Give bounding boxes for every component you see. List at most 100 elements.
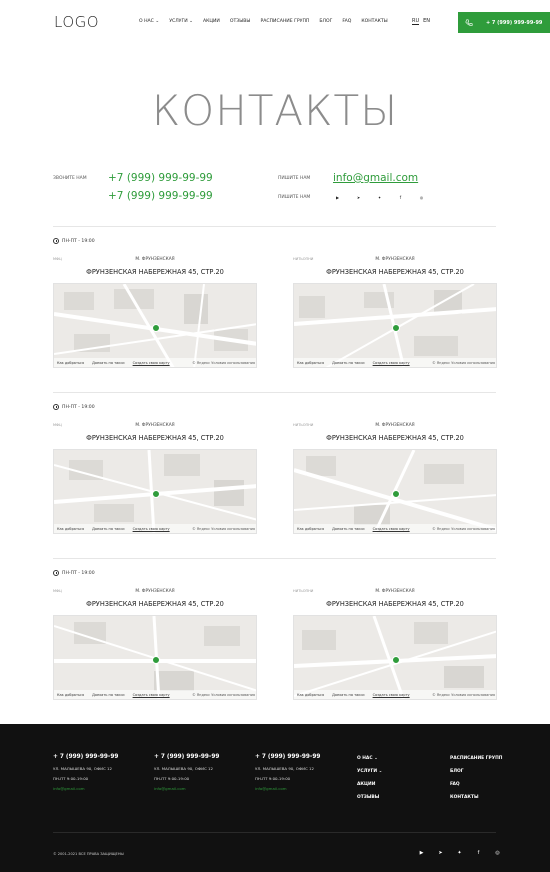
contact-email[interactable]: info@gmail.com [333,172,419,184]
instagram-icon[interactable]: ◎ [419,195,424,200]
map-image [294,284,496,367]
nav-item-reviews[interactable]: ОТЗЫВЫ [229,19,251,24]
youtube-icon[interactable]: ▶ [335,195,340,200]
map-toolbar: Как добраться Доехать на такси Создать с… [54,690,256,699]
twitter-icon[interactable]: ✦ [377,195,382,200]
office-map[interactable]: Как добраться Доехать на такси Создать с… [293,449,497,534]
footer-nav-reviews[interactable]: ОТЗЫВЫ [357,795,380,800]
nav-item-blog[interactable]: БЛОГ [319,19,333,24]
call-button-label: + 7 (999) 999-99-99 [486,19,543,26]
footer-nav-faq[interactable]: FAQ [450,782,460,787]
telegram-icon[interactable]: ➤ [438,850,443,856]
map-toolbar: Как добраться Доехать на такси Создать с… [294,524,496,533]
map-route-link[interactable]: Как добраться [57,360,85,365]
footer-hours: ПН-ПТ 9:00-19:00 [255,776,291,781]
clock-icon [53,404,59,410]
footer-address: УЛ. МАЛЫШЕВА 90, ОФИС 12 [154,766,213,771]
footer-email[interactable]: info@gmail.com [154,786,186,791]
map-route-link[interactable]: Как добраться [57,526,85,531]
lang-ru[interactable]: RU [412,18,420,25]
facebook-icon[interactable]: f [477,850,480,856]
map-taxi-link[interactable]: Доехать на такси [332,692,365,697]
page-title: КОНТАКТЫ [151,86,399,135]
footer-nav-promotions[interactable]: АКЦИИ [357,782,376,787]
divider [53,558,496,559]
office-hours: ПН-ПТ - 19:00 [53,404,95,410]
footer-phone[interactable]: + 7 (999) 999-99-99 [154,754,220,760]
office-map[interactable]: Как добраться Доехать на такси Создать с… [293,283,497,368]
map-taxi-link[interactable]: Доехать на такси [92,526,125,531]
map-create-link[interactable]: Создать свою карту [132,526,170,531]
footer: + 7 (999) 999-99-99 УЛ. МАЛЫШЕВА 90, ОФИ… [0,724,550,872]
call-us-label: ЗВОНИТЕ НАМ [53,176,87,181]
map-route-link[interactable]: Как добраться [57,692,85,697]
map-image [294,450,496,533]
footer-phone[interactable]: + 7 (999) 999-99-99 [255,754,321,760]
footer-email[interactable]: info@gmail.com [53,786,85,791]
footer-email[interactable]: info@gmail.com [255,786,287,791]
map-taxi-link[interactable]: Доехать на такси [332,360,365,365]
office-tag: НИТЬОПНИ [293,589,314,593]
instagram-icon[interactable]: ◎ [495,850,500,856]
nav-item-about[interactable]: О НАС ⌄ [139,19,160,24]
footer-divider [53,832,496,833]
phone-icon [465,18,473,26]
map-create-link[interactable]: Создать свою карту [372,526,410,531]
map-copyright: © Яндекс Условия использования [192,692,255,697]
contact-phone-1[interactable]: +7 (999) 999-99-99 [108,172,213,184]
logo[interactable]: LOGO [54,13,100,31]
nav-item-contacts[interactable]: КОНТАКТЫ [361,19,388,24]
office-tag: МФЦ [53,423,62,427]
map-route-link[interactable]: Как добраться [297,360,325,365]
footer-nav-about[interactable]: О НАС ⌄ [357,756,378,761]
social-links: ▶ ➤ ✦ f ◎ [333,193,426,202]
map-create-link[interactable]: Создать свою карту [132,360,170,365]
telegram-icon[interactable]: ➤ [356,195,361,200]
language-switcher: RU EN [412,18,430,25]
office-tag: НИТЬОПНИ [293,423,314,427]
office-address: ФРУНЗЕНСКАЯ НАБЕРЕЖНАЯ 45, СТР.20 [326,434,464,442]
twitter-icon[interactable]: ✦ [457,850,462,856]
map-taxi-link[interactable]: Доехать на такси [332,526,365,531]
footer-nav-schedule[interactable]: РАСПИСАНИЕ ГРУПП [450,756,503,761]
facebook-icon[interactable]: f [399,195,402,200]
clock-icon [53,238,59,244]
office-map[interactable]: Как добраться Доехать на такси Создать с… [53,283,257,368]
call-button[interactable]: + 7 (999) 999-99-99 [458,12,550,33]
map-copyright: © Яндекс Условия использования [192,360,255,365]
map-toolbar: Как добраться Доехать на такси Создать с… [54,358,256,367]
footer-phone[interactable]: + 7 (999) 999-99-99 [53,754,119,760]
write-us-label-2: ПИШИТЕ НАМ [278,195,311,200]
footer-nav-contacts[interactable]: КОНТАКТЫ [450,795,479,800]
office-map[interactable]: Как добраться Доехать на такси Создать с… [293,615,497,700]
map-create-link[interactable]: Создать свою карту [132,692,170,697]
office-address: ФРУНЗЕНСКАЯ НАБЕРЕЖНАЯ 45, СТР.20 [86,434,224,442]
map-taxi-link[interactable]: Доехать на такси [92,692,125,697]
nav-item-schedule[interactable]: РАСПИСАНИЕ ГРУПП [260,19,310,24]
map-create-link[interactable]: Создать свою карту [372,692,410,697]
nav-item-promotions[interactable]: АКЦИИ [203,19,220,24]
lang-en[interactable]: EN [423,18,431,24]
map-route-link[interactable]: Как добраться [297,526,325,531]
map-route-link[interactable]: Как добраться [297,692,325,697]
map-image [54,450,256,533]
map-taxi-link[interactable]: Доехать на такси [92,360,125,365]
footer-nav-blog[interactable]: БЛОГ [450,769,464,774]
youtube-icon[interactable]: ▶ [419,850,424,856]
office-address: ФРУНЗЕНСКАЯ НАБЕРЕЖНАЯ 45, СТР.20 [326,600,464,608]
map-copyright: © Яндекс Условия использования [432,692,495,697]
footer-hours: ПН-ПТ 9:00-19:00 [53,776,89,781]
map-create-link[interactable]: Создать свою карту [372,360,410,365]
office-hours: ПН-ПТ - 19:00 [53,570,95,576]
office-map[interactable]: Как добраться Доехать на такси Создать с… [53,615,257,700]
nav-item-faq[interactable]: FAQ [342,19,352,24]
office-map[interactable]: Как добраться Доехать на такси Создать с… [53,449,257,534]
office-hours-text: ПН-ПТ - 19:00 [62,238,95,244]
nav-item-services[interactable]: УСЛУГИ ⌄ [169,19,194,24]
map-toolbar: Как добраться Доехать на такси Создать с… [294,690,496,699]
office-metro: М. ФРУНЗЕНСКАЯ [135,423,175,428]
office-metro: М. ФРУНЗЕНСКАЯ [135,257,175,262]
contact-phone-2[interactable]: +7 (999) 999-99-99 [108,190,213,202]
map-image [54,616,256,699]
footer-nav-services[interactable]: УСЛУГИ ⌄ [357,769,383,774]
